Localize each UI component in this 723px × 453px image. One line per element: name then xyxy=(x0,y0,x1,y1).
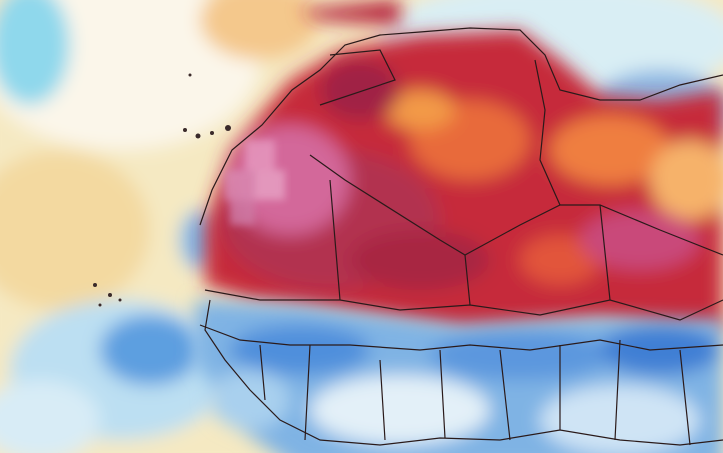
islands xyxy=(93,73,231,307)
pixelated-region xyxy=(225,140,285,225)
land-heat-field xyxy=(205,0,723,330)
country-borders xyxy=(199,27,723,446)
